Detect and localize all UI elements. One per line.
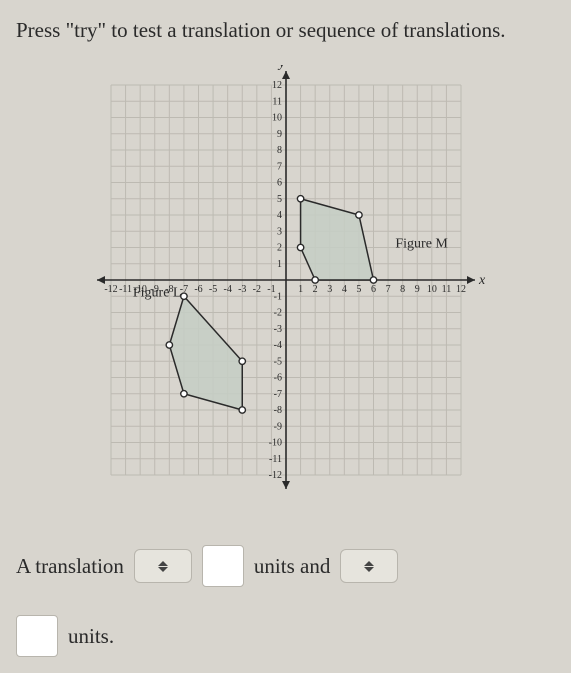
svg-text:-10: -10 [268,438,281,449]
svg-text:12: 12 [456,284,466,295]
chevron-updown-icon [363,557,375,575]
svg-text:10: 10 [272,113,282,124]
chart-container: -12-11-10-9-8-7-6-5-4-3-2-11234567891011… [16,65,555,515]
svg-text:4: 4 [341,284,346,295]
svg-text:x: x [478,273,486,288]
svg-text:3: 3 [327,284,332,295]
svg-text:9: 9 [414,284,419,295]
svg-text:-2: -2 [252,284,260,295]
amount-input-1[interactable] [202,545,244,587]
svg-text:7: 7 [277,162,282,173]
svg-text:-6: -6 [194,284,202,295]
svg-text:11: 11 [441,284,451,295]
svg-text:Figure L: Figure L [132,286,181,301]
svg-text:-5: -5 [208,284,216,295]
svg-text:-11: -11 [269,454,282,465]
svg-text:-3: -3 [238,284,246,295]
svg-text:5: 5 [356,284,361,295]
svg-text:-3: -3 [273,324,281,335]
svg-text:6: 6 [371,284,376,295]
svg-text:4: 4 [277,210,282,221]
translation-prefix: A translation [16,554,124,579]
chevron-updown-icon [157,557,169,575]
svg-text:-4: -4 [273,340,281,351]
svg-text:-12: -12 [104,284,117,295]
coordinate-grid: -12-11-10-9-8-7-6-5-4-3-2-11234567891011… [71,65,501,515]
svg-text:2: 2 [277,243,282,254]
svg-text:-7: -7 [273,389,281,400]
svg-text:8: 8 [400,284,405,295]
svg-text:10: 10 [426,284,436,295]
svg-text:11: 11 [272,97,282,108]
svg-text:12: 12 [272,80,282,91]
amount-input-2[interactable] [16,615,58,657]
svg-text:9: 9 [277,129,282,140]
direction-select-2[interactable] [340,549,398,583]
svg-text:-2: -2 [273,308,281,319]
svg-text:1: 1 [298,284,303,295]
units-and-text: units and [254,554,330,579]
svg-text:-4: -4 [223,284,231,295]
svg-text:-9: -9 [273,422,281,433]
svg-text:-1: -1 [273,292,281,303]
svg-text:7: 7 [385,284,390,295]
svg-text:-12: -12 [268,470,281,481]
svg-text:1: 1 [277,259,282,270]
svg-text:3: 3 [277,227,282,238]
units-period-text: units. [68,624,114,649]
controls-row: A translation units and units. [16,545,555,657]
svg-text:6: 6 [277,178,282,189]
svg-text:y: y [276,65,285,71]
svg-text:2: 2 [312,284,317,295]
direction-select-1[interactable] [134,549,192,583]
svg-text:-11: -11 [119,284,132,295]
svg-text:8: 8 [277,145,282,156]
svg-text:5: 5 [277,194,282,205]
instruction-text: Press "try" to test a translation or seq… [16,16,555,45]
svg-text:-5: -5 [273,357,281,368]
svg-text:Figure M: Figure M [395,237,448,252]
svg-text:-6: -6 [273,373,281,384]
svg-text:-8: -8 [273,405,281,416]
